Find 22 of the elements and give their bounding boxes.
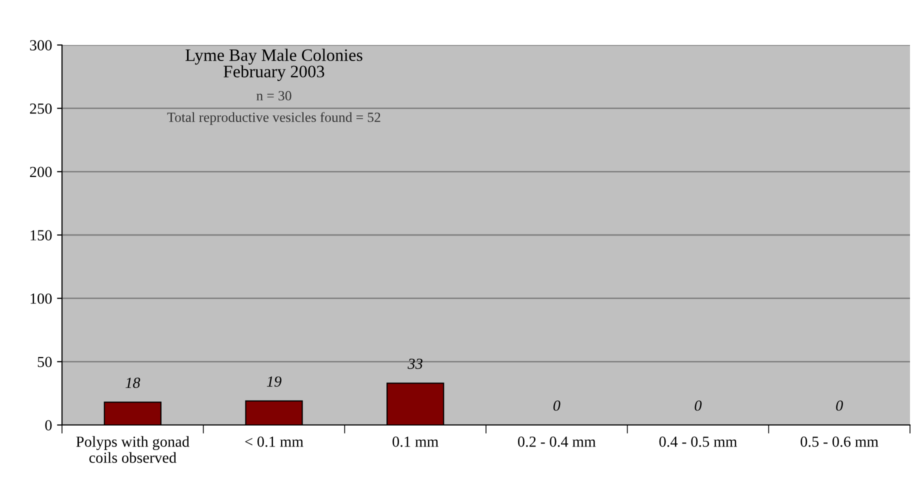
x-tick-label: Polyps with gonad coils observed (76, 436, 190, 463)
text: Lyme Bay Male Colonies February 2003 (186, 48, 362, 81)
y-tick-label: 0 (45, 420, 52, 430)
data-label: 33 (408, 358, 422, 369)
data-label: 0 (694, 400, 702, 411)
data-label: 0 (553, 400, 560, 411)
y-tick-label: 300 (30, 40, 52, 50)
data-label: 18 (126, 378, 140, 388)
x-tick-label: 0.4 - 0.5 mm (659, 436, 738, 447)
y-tick-label: 250 (30, 103, 52, 114)
y-tick-label: 200 (30, 166, 52, 178)
text: n = 30 (256, 91, 292, 100)
x-tick-label: 0.2 - 0.4 mm (518, 436, 596, 447)
annotation: Total reproductive vesicles found = 52 (167, 112, 380, 125)
y-tick-label: 150 (30, 230, 52, 240)
y-tick-label: 100 (30, 293, 52, 304)
data-label: 0 (836, 400, 843, 411)
x-tick-label: 0.5 - 0.6 mm (800, 436, 878, 447)
x-tick-label: 0.1 mm (392, 436, 438, 447)
data-label: 19 (266, 376, 282, 387)
y-tick-label: 50 (38, 356, 52, 368)
x-tick-label: < 0.1 mm (245, 436, 304, 447)
